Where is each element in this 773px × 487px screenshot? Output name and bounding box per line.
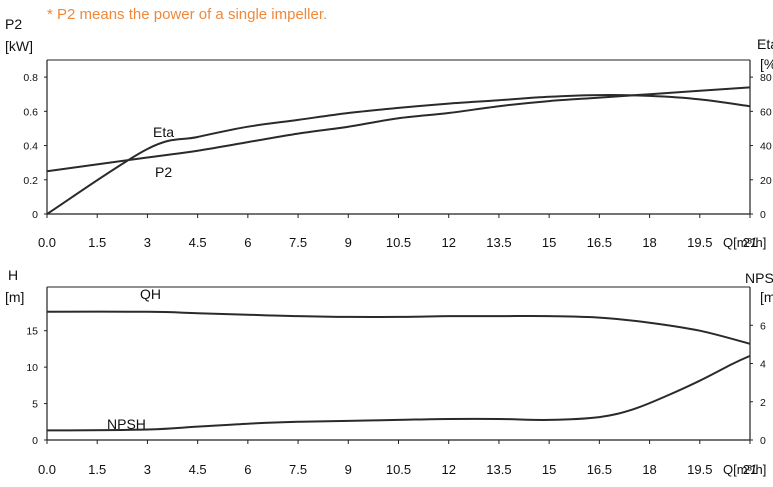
npsh-series-label: NPSH bbox=[107, 416, 146, 432]
head-x-tick-label: 0.0 bbox=[38, 462, 56, 477]
eta-y-tick-label: 0 bbox=[760, 209, 766, 221]
npsh-curve bbox=[46, 354, 751, 432]
power-efficiency-chart: P2 [kW] Eta [%] Q[m³/h] 0.0 1.5 3 4.5 6 7.5 9 1… bbox=[5, 16, 773, 250]
head-right-axis-label: NPSH bbox=[745, 270, 773, 286]
head-x-tick-label: 1.5 bbox=[88, 462, 106, 477]
power-right-axis-label: Eta bbox=[757, 36, 773, 52]
p2-y-tick-label: 0.8 bbox=[23, 72, 38, 84]
power-x-tick-label: 12 bbox=[441, 235, 455, 250]
qh-curve bbox=[46, 310, 751, 345]
head-x-tick-label: 15 bbox=[542, 462, 556, 477]
head-x-tick-label: 3 bbox=[144, 462, 151, 477]
note-text: * P2 means the power of a single impelle… bbox=[47, 6, 328, 23]
power-x-tick-label: 19.5 bbox=[687, 235, 712, 250]
npsh-y-tick-label: 4 bbox=[760, 359, 766, 371]
eta-series-label: Eta bbox=[153, 124, 174, 140]
head-right-axis-unit: [m] bbox=[760, 289, 773, 305]
eta-curve bbox=[46, 94, 751, 215]
qh-series-label: QH bbox=[140, 286, 161, 302]
head-x-tick-label: 7.5 bbox=[289, 462, 307, 477]
head-y-tick-label: 5 bbox=[32, 399, 38, 411]
eta-y-tick-label: 60 bbox=[760, 106, 772, 118]
npsh-y-tick-label: 0 bbox=[760, 435, 766, 447]
power-x-tick-label: 21 bbox=[743, 235, 757, 250]
power-x-tick-label: 7.5 bbox=[289, 235, 307, 250]
head-x-tick-label: 19.5 bbox=[687, 462, 712, 477]
power-x-tick-label: 18 bbox=[642, 235, 656, 250]
power-x-tick-label: 0.0 bbox=[38, 235, 56, 250]
head-y-tick-label: 10 bbox=[26, 362, 38, 374]
p2-y-tick-label: 0.2 bbox=[23, 175, 38, 187]
head-x-tick-label: 21 bbox=[743, 462, 757, 477]
eta-y-tick-label: 20 bbox=[760, 175, 772, 187]
eta-y-tick-label: 40 bbox=[760, 141, 772, 153]
head-x-tick-label: 16.5 bbox=[587, 462, 612, 477]
head-left-axis-label: H bbox=[8, 267, 18, 283]
head-x-tick-label: 6 bbox=[244, 462, 251, 477]
head-x-tick-label: 12 bbox=[441, 462, 455, 477]
head-x-tick-label: 13.5 bbox=[486, 462, 511, 477]
power-x-tick-label: 9 bbox=[345, 235, 352, 250]
power-x-tick-label: 3 bbox=[144, 235, 151, 250]
p2-y-tick-label: 0.6 bbox=[23, 106, 38, 118]
power-left-axis-unit: [kW] bbox=[5, 38, 33, 54]
head-x-tick-label: 10.5 bbox=[386, 462, 411, 477]
p2-curve bbox=[46, 86, 751, 173]
power-right-axis-unit: [%] bbox=[760, 56, 773, 72]
power-x-tick-label: 1.5 bbox=[88, 235, 106, 250]
head-x-tick-label: 9 bbox=[345, 462, 352, 477]
power-x-tick-label: 10.5 bbox=[386, 235, 411, 250]
p2-y-tick-label: 0 bbox=[32, 209, 38, 221]
p2-series-label: P2 bbox=[155, 164, 172, 180]
power-x-tick-label: 13.5 bbox=[486, 235, 511, 250]
eta-y-tick-label: 80 bbox=[760, 72, 772, 84]
npsh-y-tick-label: 6 bbox=[760, 320, 766, 332]
power-x-tick-label: 16.5 bbox=[587, 235, 612, 250]
power-x-tick-label: 4.5 bbox=[189, 235, 207, 250]
power-x-tick-label: 15 bbox=[542, 235, 556, 250]
power-left-axis-label: P2 bbox=[5, 16, 22, 32]
p2-y-tick-label: 0.4 bbox=[23, 141, 38, 153]
power-x-axis-label: Q[m³/h] bbox=[723, 235, 766, 250]
head-npsh-chart: H [m] NPSH [m] Q[m³/h] 0.0 1.5 3 4.5 6 7.5 9 10… bbox=[5, 267, 773, 477]
power-x-tick-label: 6 bbox=[244, 235, 251, 250]
head-x-axis-label: Q[m³/h] bbox=[723, 462, 766, 477]
head-x-tick-label: 18 bbox=[642, 462, 656, 477]
head-y-tick-label: 0 bbox=[32, 435, 38, 447]
head-x-tick-label: 4.5 bbox=[189, 462, 207, 477]
head-left-axis-unit: [m] bbox=[5, 289, 24, 305]
npsh-y-tick-label: 2 bbox=[760, 397, 766, 409]
head-y-tick-label: 15 bbox=[26, 326, 38, 338]
